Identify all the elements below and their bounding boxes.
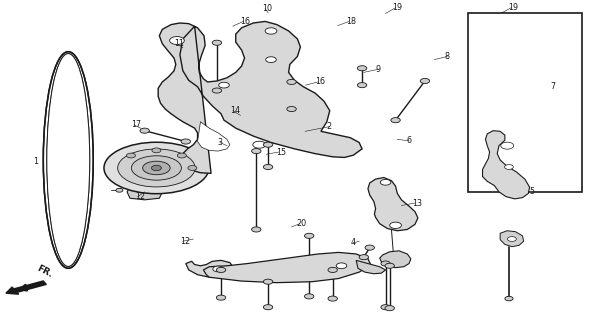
Polygon shape: [368, 178, 418, 231]
Ellipse shape: [212, 40, 221, 45]
Ellipse shape: [216, 268, 226, 272]
Ellipse shape: [358, 66, 367, 71]
Text: 6: 6: [406, 136, 411, 145]
Ellipse shape: [501, 142, 514, 149]
Ellipse shape: [263, 279, 273, 284]
Ellipse shape: [213, 266, 223, 272]
Text: 9: 9: [376, 65, 380, 74]
Ellipse shape: [265, 28, 277, 34]
Ellipse shape: [263, 142, 273, 147]
Ellipse shape: [127, 153, 135, 158]
Text: 12: 12: [135, 192, 145, 201]
Ellipse shape: [381, 305, 391, 310]
Polygon shape: [203, 252, 371, 283]
Ellipse shape: [505, 164, 514, 169]
FancyArrow shape: [6, 281, 47, 294]
Text: 15: 15: [276, 148, 286, 156]
Ellipse shape: [380, 180, 391, 185]
Ellipse shape: [385, 263, 395, 268]
Ellipse shape: [181, 139, 190, 144]
Ellipse shape: [287, 107, 296, 112]
Text: 14: 14: [230, 106, 240, 115]
Text: 4: 4: [350, 238, 355, 247]
Ellipse shape: [104, 142, 209, 194]
Ellipse shape: [420, 78, 429, 84]
Text: 8: 8: [444, 52, 449, 61]
Ellipse shape: [140, 128, 150, 133]
Text: 13: 13: [412, 198, 422, 207]
Ellipse shape: [151, 165, 161, 171]
Ellipse shape: [47, 53, 90, 267]
Ellipse shape: [252, 227, 261, 232]
Ellipse shape: [391, 118, 401, 123]
Text: 19: 19: [508, 3, 518, 12]
Ellipse shape: [216, 295, 226, 300]
Ellipse shape: [252, 148, 261, 154]
Ellipse shape: [188, 165, 197, 171]
Ellipse shape: [328, 268, 337, 272]
Ellipse shape: [253, 141, 266, 148]
Ellipse shape: [385, 306, 395, 311]
Text: 1: 1: [33, 157, 38, 166]
Text: 16: 16: [240, 17, 250, 26]
Ellipse shape: [177, 153, 186, 158]
Ellipse shape: [118, 149, 195, 187]
Ellipse shape: [263, 305, 273, 310]
Ellipse shape: [287, 79, 296, 84]
Text: 10: 10: [262, 4, 272, 13]
Polygon shape: [482, 131, 530, 199]
Ellipse shape: [359, 255, 369, 260]
Ellipse shape: [266, 57, 276, 62]
Text: 17: 17: [131, 120, 141, 130]
Ellipse shape: [390, 222, 402, 228]
Ellipse shape: [212, 88, 221, 93]
Text: FR.: FR.: [35, 264, 54, 279]
Text: 11: 11: [174, 39, 184, 48]
Ellipse shape: [219, 82, 229, 88]
Ellipse shape: [116, 188, 123, 192]
Text: 2: 2: [327, 122, 332, 131]
Text: 3: 3: [217, 138, 222, 147]
Ellipse shape: [305, 233, 314, 238]
Ellipse shape: [263, 164, 273, 170]
Polygon shape: [380, 251, 411, 268]
Text: 18: 18: [346, 17, 356, 26]
Ellipse shape: [47, 53, 90, 267]
Text: 12: 12: [180, 237, 190, 246]
Ellipse shape: [44, 52, 93, 268]
Ellipse shape: [508, 236, 517, 241]
Ellipse shape: [505, 296, 513, 301]
Ellipse shape: [328, 296, 337, 301]
Ellipse shape: [358, 83, 367, 88]
Polygon shape: [500, 231, 524, 247]
Ellipse shape: [305, 294, 314, 299]
Text: 20: 20: [297, 219, 307, 228]
Ellipse shape: [44, 52, 93, 268]
Polygon shape: [127, 186, 163, 200]
Text: 16: 16: [315, 77, 325, 86]
Polygon shape: [197, 122, 230, 151]
Polygon shape: [356, 260, 386, 274]
Ellipse shape: [143, 161, 170, 175]
Text: 7: 7: [550, 82, 555, 91]
Ellipse shape: [131, 156, 181, 180]
Ellipse shape: [336, 263, 347, 269]
Ellipse shape: [365, 245, 375, 250]
Text: 19: 19: [393, 3, 403, 12]
Polygon shape: [186, 260, 233, 277]
Bar: [468, 13, 583, 192]
Ellipse shape: [152, 148, 161, 153]
Text: 5: 5: [530, 188, 535, 196]
Ellipse shape: [381, 261, 391, 266]
Polygon shape: [158, 21, 362, 173]
Ellipse shape: [170, 36, 184, 44]
